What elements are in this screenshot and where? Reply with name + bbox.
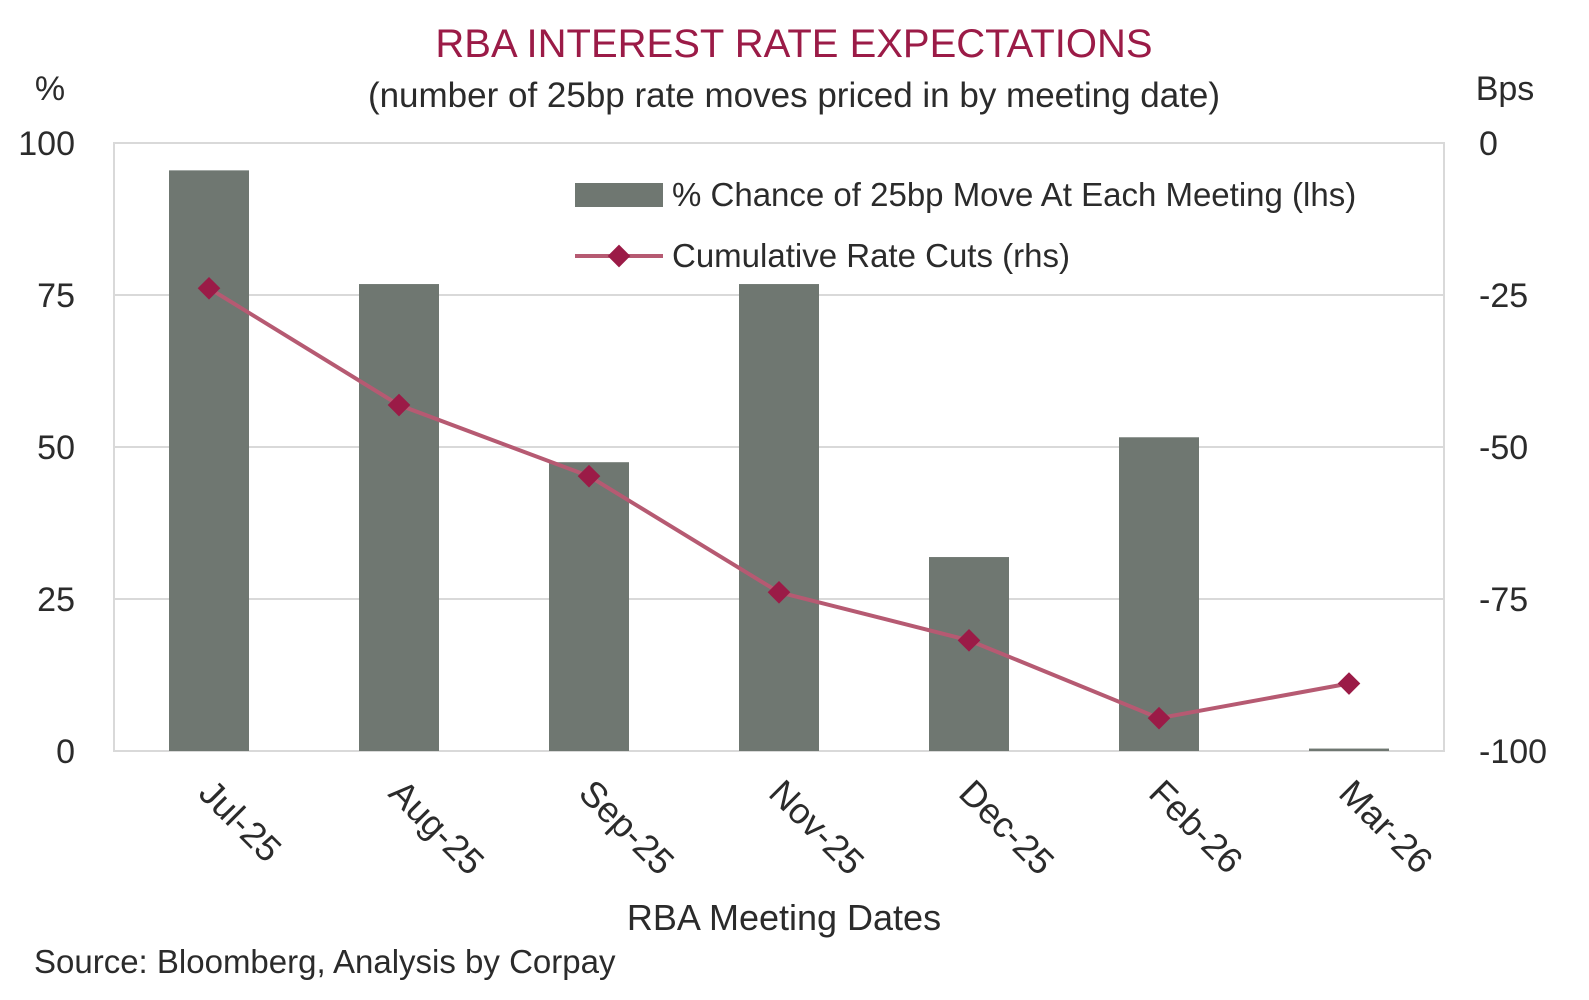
bar-dec-25 (929, 557, 1009, 751)
right-axis-unit: Bps (1476, 70, 1535, 108)
right-tick-label: -75 (1479, 581, 1528, 619)
bar-jul-25 (169, 170, 249, 752)
left-tick-label: 25 (37, 581, 75, 619)
x-axis-ticks: Jul-25 Aug-25 Sep-25 Nov-25 Dec-25 Feb-26 Mar-… (191, 772, 1441, 883)
bar-aug-25 (359, 284, 439, 751)
right-tick-label: -100 (1479, 733, 1547, 771)
legend-line-label: Cumulative Rate Cuts (rhs) (672, 237, 1070, 274)
left-axis-ticks: 0 25 50 75 100 (18, 125, 75, 771)
legend: % Chance of 25bp Move At Each Meeting (l… (575, 176, 1356, 274)
bar-feb-26 (1119, 437, 1199, 751)
x-tick-label: Mar-26 (1331, 772, 1441, 882)
bar-nov-25 (739, 284, 819, 751)
x-axis-title: RBA Meeting Dates (627, 897, 941, 938)
line-marker-sep-25 (577, 464, 601, 488)
right-axis-ticks: -100 -75 -50 -25 0 (1479, 125, 1547, 771)
right-tick-label: 0 (1479, 125, 1498, 163)
chart-title: RBA INTEREST RATE EXPECTATIONS (435, 22, 1152, 66)
source-note: Source: Bloomberg, Analysis by Corpay (34, 943, 616, 980)
legend-bar-label: % Chance of 25bp Move At Each Meeting (l… (672, 176, 1356, 213)
left-tick-label: 0 (56, 733, 75, 771)
line-marker-nov-25 (767, 580, 791, 604)
x-tick-label: Aug-25 (381, 772, 492, 883)
left-axis-unit: % (35, 70, 65, 108)
line-marker-mar-26 (1337, 672, 1361, 695)
chart-subtitle: (number of 25bp rate moves priced in by … (368, 76, 1220, 115)
left-tick-label: 75 (37, 277, 75, 315)
x-tick-label: Jul-25 (191, 772, 289, 870)
line-marker-feb-26 (1147, 706, 1171, 730)
right-tick-label: -50 (1479, 429, 1528, 467)
left-tick-label: 100 (18, 125, 75, 163)
bar-sep-25 (549, 462, 629, 751)
x-tick-label: Sep-25 (571, 772, 682, 883)
x-tick-label: Dec-25 (951, 772, 1062, 883)
left-tick-label: 50 (37, 429, 75, 467)
x-tick-label: Feb-26 (1141, 772, 1251, 882)
line-marker-aug-25 (387, 393, 411, 417)
bar-mar-26 (1309, 748, 1389, 751)
x-tick-label: Nov-25 (761, 772, 872, 883)
legend-bar-swatch (575, 183, 663, 207)
right-tick-label: -25 (1479, 277, 1528, 315)
bar-series (169, 170, 1389, 752)
legend-line-marker (607, 244, 631, 268)
line-marker-dec-25 (957, 629, 981, 652)
